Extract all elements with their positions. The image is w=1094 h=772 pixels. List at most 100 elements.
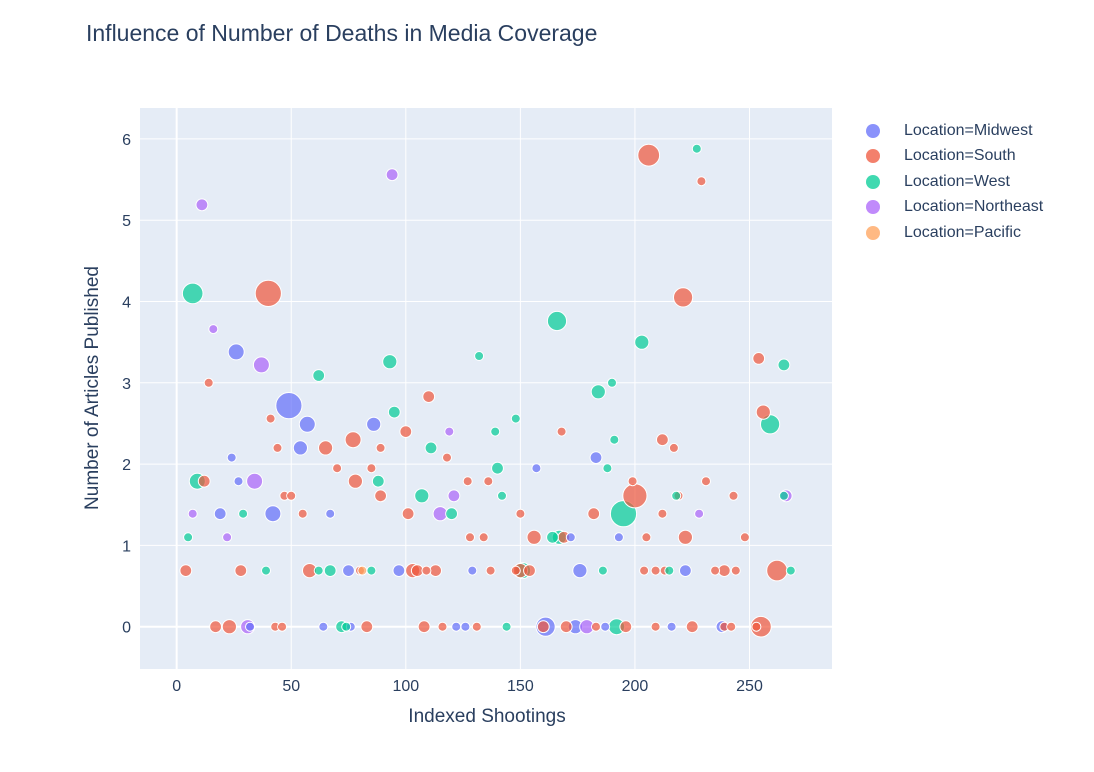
data-point[interactable]	[590, 384, 606, 400]
data-point[interactable]	[342, 564, 355, 577]
legend-item[interactable]: Location=Midwest	[862, 118, 1043, 144]
data-point[interactable]	[261, 565, 271, 576]
data-point[interactable]	[664, 565, 675, 576]
data-point[interactable]	[429, 564, 443, 577]
data-point[interactable]	[213, 507, 227, 521]
data-point[interactable]	[650, 565, 661, 576]
data-point[interactable]	[387, 405, 401, 419]
data-point[interactable]	[272, 442, 283, 453]
data-point[interactable]	[556, 426, 567, 437]
data-point[interactable]	[374, 489, 388, 503]
data-point[interactable]	[766, 559, 788, 582]
data-point[interactable]	[298, 415, 316, 433]
data-point[interactable]	[437, 621, 448, 632]
data-point[interactable]	[478, 532, 489, 543]
data-point[interactable]	[313, 565, 324, 576]
data-point[interactable]	[424, 441, 438, 455]
data-point[interactable]	[523, 564, 536, 577]
data-point[interactable]	[546, 530, 559, 544]
data-point[interactable]	[490, 426, 501, 437]
plot-area[interactable]	[140, 108, 832, 669]
data-point[interactable]	[181, 282, 204, 305]
data-point[interactable]	[587, 507, 601, 521]
data-point[interactable]	[671, 490, 682, 501]
data-point[interactable]	[607, 377, 617, 388]
data-point[interactable]	[483, 476, 494, 487]
data-point[interactable]	[467, 565, 478, 576]
data-point[interactable]	[685, 620, 699, 634]
data-point[interactable]	[526, 529, 542, 545]
data-point[interactable]	[777, 358, 791, 372]
data-point[interactable]	[357, 565, 368, 576]
data-point[interactable]	[208, 324, 219, 335]
data-point[interactable]	[622, 483, 648, 509]
data-point[interactable]	[226, 452, 237, 463]
data-point[interactable]	[366, 565, 377, 576]
data-point[interactable]	[341, 621, 352, 632]
data-point[interactable]	[252, 356, 270, 374]
data-point[interactable]	[318, 440, 334, 456]
data-point[interactable]	[460, 621, 471, 632]
data-point[interactable]	[197, 474, 211, 488]
data-point[interactable]	[673, 287, 694, 308]
data-point[interactable]	[710, 565, 721, 576]
data-point[interactable]	[668, 442, 679, 453]
data-point[interactable]	[501, 621, 512, 632]
data-point[interactable]	[491, 461, 504, 475]
data-point[interactable]	[694, 508, 705, 519]
data-point[interactable]	[691, 143, 702, 154]
data-point[interactable]	[246, 472, 264, 490]
data-point[interactable]	[442, 452, 452, 463]
data-point[interactable]	[677, 529, 694, 545]
data-points[interactable]	[179, 143, 796, 638]
data-point[interactable]	[510, 413, 521, 424]
data-point[interactable]	[234, 564, 248, 577]
data-point[interactable]	[602, 463, 613, 474]
data-point[interactable]	[755, 404, 771, 420]
data-point[interactable]	[717, 564, 731, 577]
data-point[interactable]	[264, 505, 282, 523]
legend-item[interactable]: Location=West	[862, 169, 1043, 195]
data-point[interactable]	[609, 434, 620, 445]
data-point[interactable]	[639, 565, 650, 576]
data-point[interactable]	[238, 508, 249, 519]
data-point[interactable]	[360, 620, 374, 634]
data-point[interactable]	[739, 532, 750, 543]
data-point[interactable]	[422, 390, 436, 404]
legend-item[interactable]: Location=South	[862, 144, 1043, 170]
data-point[interactable]	[634, 334, 650, 350]
data-point[interactable]	[536, 620, 550, 634]
data-point[interactable]	[565, 532, 576, 543]
data-point[interactable]	[366, 463, 377, 474]
data-point[interactable]	[485, 565, 496, 576]
legend-item[interactable]: Location=Northeast	[862, 195, 1043, 221]
data-point[interactable]	[613, 532, 624, 543]
data-point[interactable]	[233, 476, 244, 487]
data-point[interactable]	[656, 433, 669, 447]
data-point[interactable]	[222, 532, 233, 543]
data-point[interactable]	[277, 621, 288, 632]
data-point[interactable]	[371, 474, 385, 488]
data-point[interactable]	[286, 490, 297, 501]
data-point[interactable]	[221, 619, 237, 635]
data-point[interactable]	[515, 508, 526, 519]
data-point[interactable]	[254, 279, 282, 307]
data-point[interactable]	[183, 532, 194, 543]
data-point[interactable]	[600, 621, 611, 632]
data-point[interactable]	[474, 351, 485, 361]
data-point[interactable]	[572, 563, 588, 579]
data-point[interactable]	[778, 490, 789, 501]
data-point[interactable]	[312, 369, 326, 382]
data-point[interactable]	[195, 198, 209, 212]
data-point[interactable]	[344, 431, 362, 449]
data-point[interactable]	[679, 564, 692, 577]
data-point[interactable]	[619, 620, 633, 634]
data-point[interactable]	[589, 451, 603, 465]
data-point[interactable]	[392, 564, 406, 577]
data-point[interactable]	[375, 442, 386, 453]
data-point[interactable]	[465, 532, 475, 543]
data-point[interactable]	[332, 463, 343, 474]
data-point[interactable]	[203, 377, 214, 388]
data-point[interactable]	[701, 476, 711, 487]
